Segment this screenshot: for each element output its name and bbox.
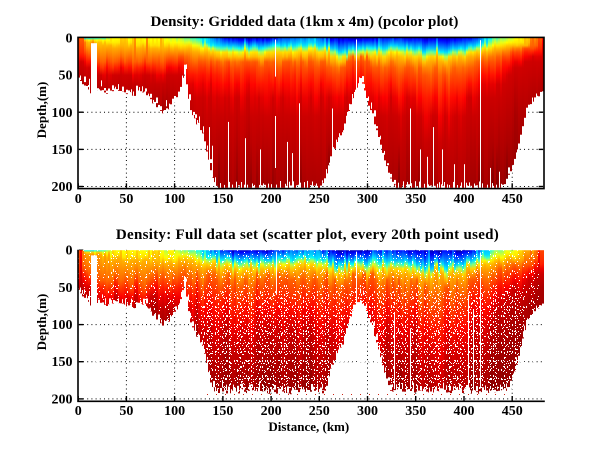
svg-text:Density: Full data set (scatte: Density: Full data set (scatter plot, ev… [116,227,499,243]
svg-text:250: 250 [309,192,330,207]
svg-text:50: 50 [119,192,133,207]
svg-text:400: 400 [454,192,475,207]
svg-text:Density: Gridded data (1km x 4: Density: Gridded data (1km x 4m) (pcolor… [150,14,458,30]
svg-text:150: 150 [52,143,73,158]
svg-text:450: 450 [502,192,523,207]
svg-text:250: 250 [309,404,330,419]
svg-text:300: 300 [357,192,378,207]
svg-text:0: 0 [66,244,73,259]
svg-text:150: 150 [212,404,233,419]
svg-text:200: 200 [52,392,73,407]
svg-text:450: 450 [502,404,523,419]
svg-text:300: 300 [357,404,378,419]
svg-text:100: 100 [52,318,73,333]
svg-text:200: 200 [261,404,282,419]
svg-text:50: 50 [59,69,73,84]
svg-text:100: 100 [164,404,185,419]
svg-text:200: 200 [261,192,282,207]
svg-text:350: 350 [405,192,426,207]
svg-text:150: 150 [52,355,73,370]
svg-text:Distance, (km): Distance, (km) [268,419,349,434]
svg-text:50: 50 [119,404,133,419]
svg-text:0: 0 [75,404,82,419]
svg-text:50: 50 [59,281,73,296]
svg-text:0: 0 [66,32,73,47]
svg-text:0: 0 [75,192,82,207]
svg-text:Depth,(m): Depth,(m) [34,294,49,351]
svg-text:150: 150 [212,192,233,207]
svg-text:350: 350 [405,404,426,419]
svg-text:200: 200 [52,180,73,195]
svg-text:100: 100 [164,192,185,207]
svg-text:Depth,(m): Depth,(m) [34,82,49,139]
svg-text:100: 100 [52,106,73,121]
svg-text:400: 400 [454,404,475,419]
